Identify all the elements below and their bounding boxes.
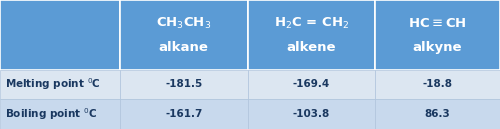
Text: -169.4: -169.4 <box>292 79 330 90</box>
Bar <box>0 99 120 129</box>
Bar <box>0 70 120 99</box>
Bar <box>248 0 375 70</box>
Text: alkyne: alkyne <box>413 41 462 54</box>
Text: CH$_3$CH$_3$: CH$_3$CH$_3$ <box>156 16 212 31</box>
Text: Melting point $^0$C: Melting point $^0$C <box>5 77 101 92</box>
Bar <box>248 99 375 129</box>
Text: -18.8: -18.8 <box>422 79 452 90</box>
Text: -161.7: -161.7 <box>165 109 202 119</box>
Bar <box>120 70 248 99</box>
Text: -103.8: -103.8 <box>292 109 330 119</box>
Text: HC$\equiv$CH: HC$\equiv$CH <box>408 17 467 30</box>
Text: H$_2$C = CH$_2$: H$_2$C = CH$_2$ <box>274 16 349 31</box>
Text: 86.3: 86.3 <box>424 109 450 119</box>
Text: alkene: alkene <box>286 41 336 54</box>
Bar <box>120 0 248 70</box>
Bar <box>120 99 248 129</box>
Bar <box>248 70 375 99</box>
Text: alkane: alkane <box>159 41 208 54</box>
Bar <box>375 70 500 99</box>
Text: -181.5: -181.5 <box>165 79 202 90</box>
Bar <box>0 0 120 70</box>
Text: Boiling point $^0$C: Boiling point $^0$C <box>5 106 97 122</box>
Bar <box>375 99 500 129</box>
Bar <box>375 0 500 70</box>
